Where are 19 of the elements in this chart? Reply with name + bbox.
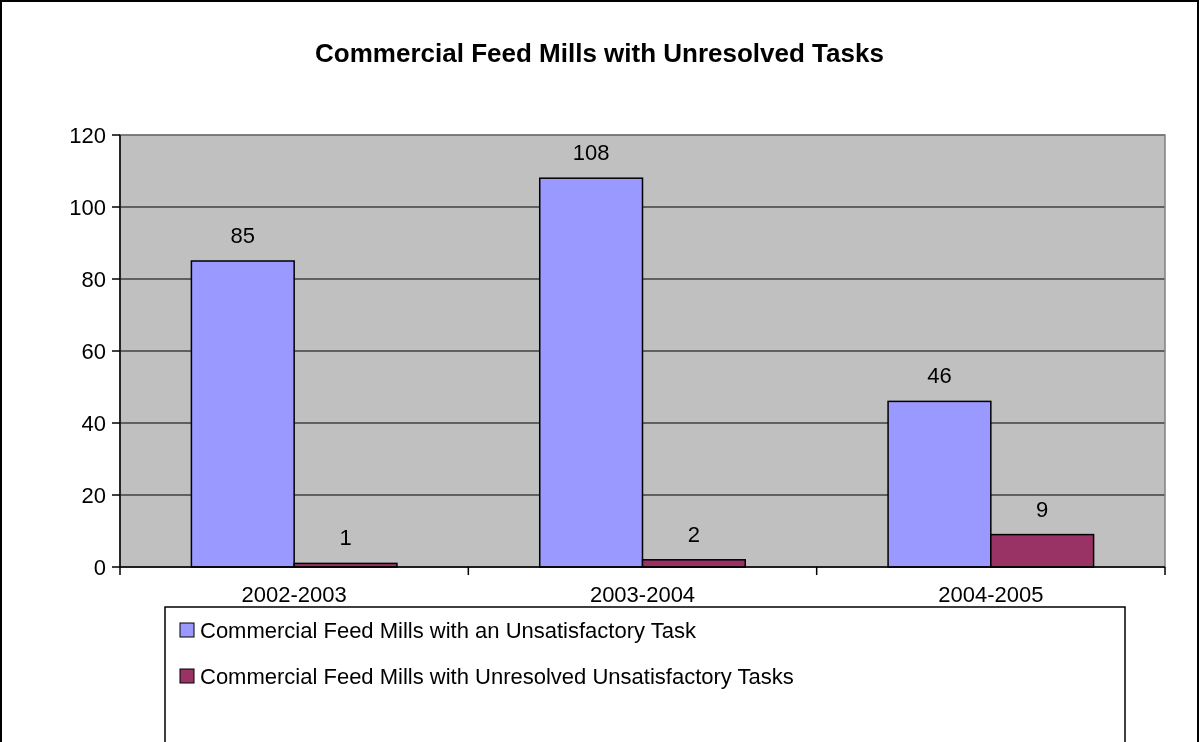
data-label: 1 [339,525,352,551]
y-tick-label: 100 [69,194,106,220]
data-label: 85 [230,223,256,248]
legend-label: Commercial Feed Mills with Unresolved Unsatisfactory Tasks [200,663,794,689]
x-tick-label: 2002-2003 [241,582,347,607]
y-tick-label: 0 [93,554,106,580]
data-label: 2 [687,521,700,547]
y-tick-label: 20 [81,482,106,508]
y-tick-label: 120 [69,122,106,148]
y-tick-label: 40 [81,410,106,436]
x-tick-label: 2003-2004 [589,582,696,607]
data-label: 46 [927,363,952,389]
x-tick-label: 2004-2005 [938,582,1044,607]
y-tick-label: 80 [81,266,106,292]
chart-title: Commercial Feed Mills with Unresolved Tasks [315,38,884,68]
y-tick-label: 60 [81,338,106,364]
data-label: 9 [1036,496,1049,522]
legend-label: Commercial Feed Mills with an Unsatisfactory Task [200,617,697,643]
data-label: 108 [572,140,610,166]
